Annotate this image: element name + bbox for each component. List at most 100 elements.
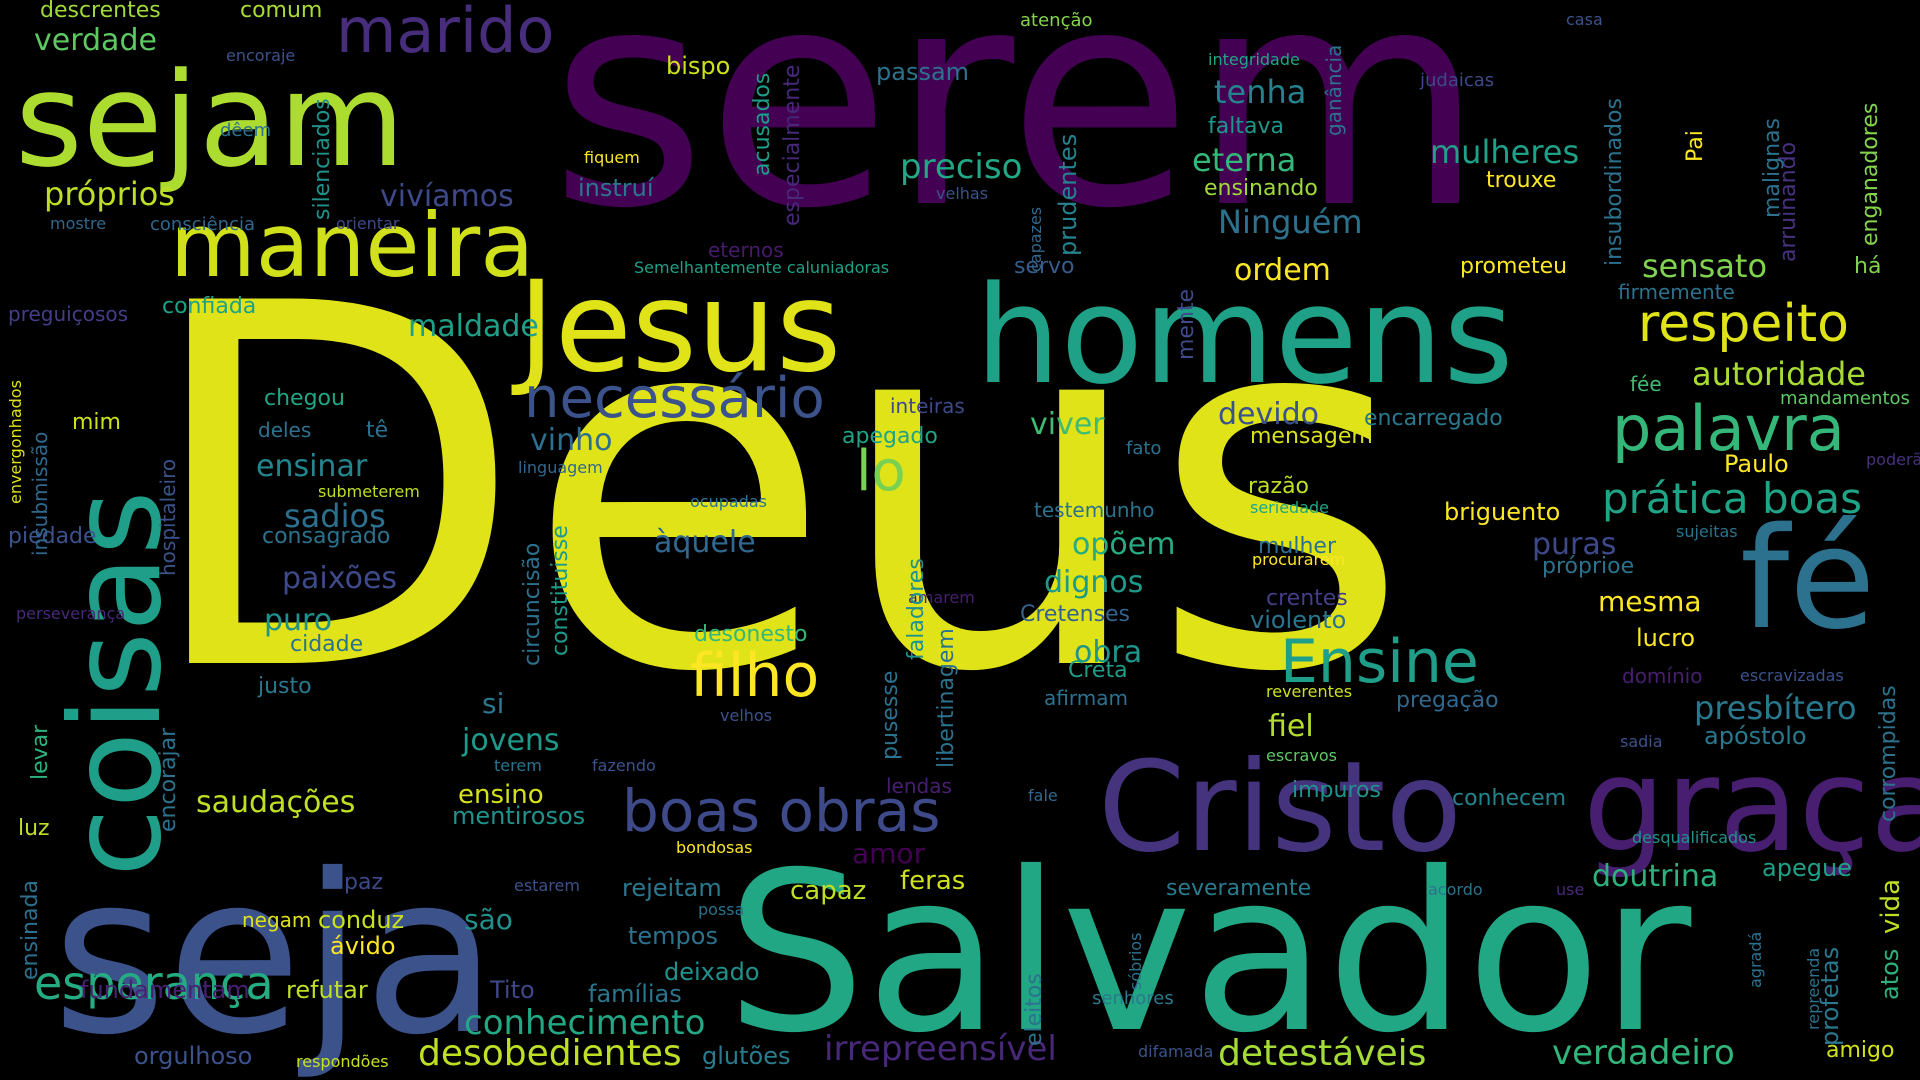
word: Ninguém <box>1218 203 1363 241</box>
word: verdadeiro <box>1552 1033 1735 1073</box>
word: justo <box>258 674 312 699</box>
word: insubordinados <box>1602 98 1627 266</box>
word: boas obras <box>622 777 941 845</box>
word: filho <box>690 641 820 711</box>
word: paz <box>344 870 383 895</box>
word: encarregado <box>1364 406 1503 431</box>
word: Cristo <box>1098 735 1463 880</box>
word: prometeu <box>1460 254 1568 279</box>
word: lo <box>856 439 906 504</box>
word: Jesus <box>518 255 842 400</box>
word: submeterem <box>318 482 420 501</box>
word: famílias <box>588 980 682 1008</box>
word: são <box>464 903 513 936</box>
word: casa <box>1566 10 1603 29</box>
word: deles <box>258 418 312 442</box>
word: tê <box>366 418 389 443</box>
word: sejam <box>15 44 406 196</box>
word: maneira <box>170 194 535 297</box>
word: bondosas <box>676 838 753 857</box>
word: acordo <box>1428 880 1483 899</box>
word: atos <box>1876 948 1904 1000</box>
word: apegue <box>1762 854 1852 882</box>
word: vivíamos <box>380 179 514 214</box>
word: tenha <box>1214 73 1307 111</box>
word: Deus <box>140 199 1411 781</box>
word: amarem <box>908 588 975 607</box>
word: obra <box>1074 635 1143 670</box>
word: Pai <box>1683 130 1708 162</box>
word: jovens <box>462 723 560 758</box>
word: necessário <box>524 366 825 431</box>
word: trouxe <box>1486 168 1557 193</box>
word: mim <box>72 410 121 435</box>
word: libertinagem <box>934 628 959 768</box>
word: reverentes <box>1266 682 1353 701</box>
word: silenciados <box>310 98 335 220</box>
word: irrepreensível <box>824 1029 1057 1069</box>
word: preguiçosos <box>8 302 129 326</box>
word: escravizadas <box>1740 666 1844 685</box>
word: Semelhantemente caluniadoras <box>634 258 890 277</box>
word: terem <box>494 756 542 775</box>
word: descrentes <box>40 0 161 23</box>
word: velhas <box>936 184 989 203</box>
word: negam <box>242 908 312 932</box>
word: deixado <box>664 958 760 986</box>
word: atenção <box>1020 10 1093 31</box>
word: eternos <box>708 238 784 262</box>
word: mente <box>1174 288 1199 360</box>
word: faladores <box>904 558 929 660</box>
word: Salvador <box>726 825 1692 1080</box>
word: passam <box>876 58 970 86</box>
word: encoraje <box>226 46 296 65</box>
word: fée <box>1630 372 1662 396</box>
word: apóstolo <box>1704 722 1807 750</box>
word: opõem <box>1072 527 1176 562</box>
word: levar <box>28 724 53 780</box>
word: mulher <box>1258 534 1337 559</box>
word: seja <box>52 827 498 1080</box>
word: crentes <box>1266 586 1348 611</box>
word: razão <box>1248 474 1310 499</box>
word: cidade <box>290 632 364 657</box>
word: fé <box>1740 498 1876 661</box>
word: próprioe <box>1542 554 1635 579</box>
word: possa <box>698 900 745 919</box>
word: use <box>1556 880 1585 899</box>
word: vinho <box>530 423 613 458</box>
word: rejeitam <box>622 874 722 902</box>
word: malignas <box>1760 118 1785 218</box>
word: graça <box>1583 729 1920 881</box>
word: consagrado <box>262 524 391 549</box>
word: Tito <box>490 976 535 1004</box>
word: há <box>1854 254 1882 279</box>
word: fato <box>1126 438 1162 459</box>
word: judaicas <box>1420 70 1495 91</box>
word: mensagem <box>1250 424 1373 449</box>
word: piedade <box>8 524 97 549</box>
word: sadia <box>1620 732 1663 751</box>
word: orgulhoso <box>134 1042 253 1070</box>
word: inteiras <box>890 394 965 418</box>
word: sujeitas <box>1676 522 1738 541</box>
word: testemunho <box>1034 498 1155 522</box>
word: puro <box>264 603 333 638</box>
word: puras <box>1532 527 1617 562</box>
word: acusados <box>750 72 775 176</box>
word: envergonhados <box>6 380 25 504</box>
word: amigo <box>1826 1038 1895 1063</box>
word: homens <box>975 257 1514 414</box>
word: ocupadas <box>690 492 767 511</box>
word: Cretenses <box>1020 602 1131 627</box>
word: pregação <box>1396 688 1499 713</box>
word: ensinando <box>1204 176 1318 201</box>
word: servo <box>1014 254 1075 279</box>
word: sóbrios <box>1126 932 1145 990</box>
word: tempos <box>628 922 718 950</box>
word: procurarem <box>1252 550 1346 569</box>
word: encorajar <box>156 727 181 832</box>
word: saudações <box>196 785 356 820</box>
word: vida <box>1876 878 1906 934</box>
word: detestáveis <box>1218 1033 1427 1074</box>
